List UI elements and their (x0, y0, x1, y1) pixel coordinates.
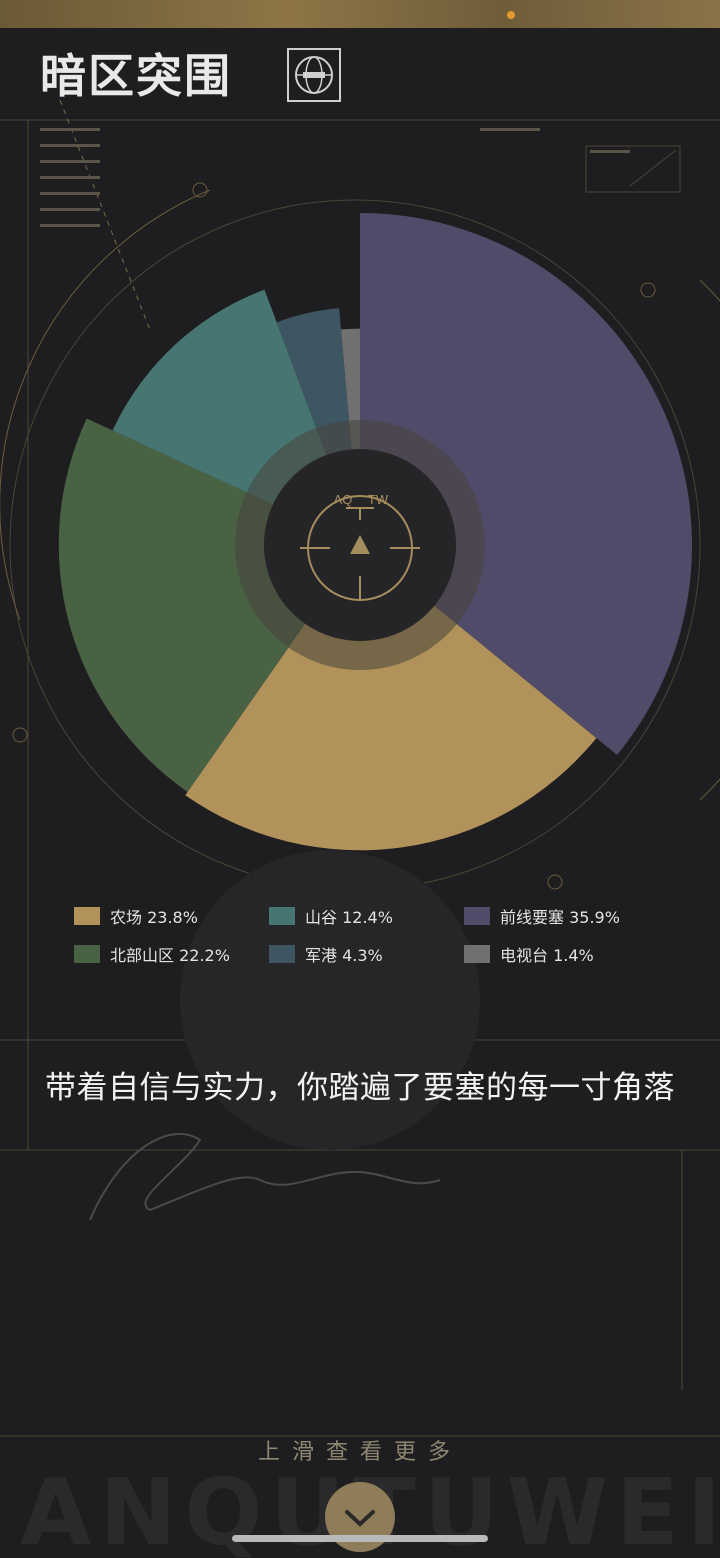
home-indicator[interactable] (232, 1535, 488, 1542)
map-distribution-chart: AQ TW (58, 213, 692, 851)
legend-item: 山谷 12.4% (269, 906, 464, 927)
legend-swatch (269, 945, 295, 963)
chevron-down-icon (345, 1510, 375, 1527)
pie-slice-0 (360, 213, 692, 756)
legend-item: 军港 4.3% (269, 944, 464, 965)
top-banner (0, 0, 720, 28)
legend-swatch (464, 945, 490, 963)
signature-decoration (89, 1132, 441, 1221)
legend-item: 电视台 1.4% (464, 944, 674, 965)
center-label-right: TW (368, 492, 389, 507)
legend-item: 北部山区 22.2% (74, 944, 269, 965)
legend-label: 军港 4.3% (305, 946, 383, 965)
game-logo: 暗区突围 (40, 49, 232, 103)
crosshair-icon (300, 495, 420, 601)
legend-label: 山谷 12.4% (305, 908, 393, 927)
pie-slice-1 (185, 545, 597, 851)
triangle-marker-icon (350, 535, 370, 554)
legend-label: 北部山区 22.2% (110, 946, 230, 965)
center-label-left: AQ (334, 492, 353, 507)
legend-label: 农场 23.8% (110, 908, 198, 927)
summary-headline: 带着自信与实力，你踏遍了要塞的每一寸角落 (45, 1070, 675, 1106)
legend-swatch (464, 907, 490, 925)
legend-swatch (74, 945, 100, 963)
chart-legend: 农场 23.8% 山谷 12.4% 前线要塞 35.9% 北部山区 22.2% 军港 4… (74, 906, 674, 965)
legend-label: 前线要塞 35.9% (500, 908, 620, 927)
legend-swatch (74, 907, 100, 925)
scroll-hint: 上滑查看更多 (257, 1440, 462, 1465)
legend-item: 前线要塞 35.9% (464, 906, 674, 927)
globe-emblem-icon (287, 48, 341, 102)
status-dot (507, 11, 515, 19)
legend-label: 电视台 1.4% (500, 946, 594, 965)
legend-swatch (269, 907, 295, 925)
legend-item: 农场 23.8% (74, 906, 269, 927)
